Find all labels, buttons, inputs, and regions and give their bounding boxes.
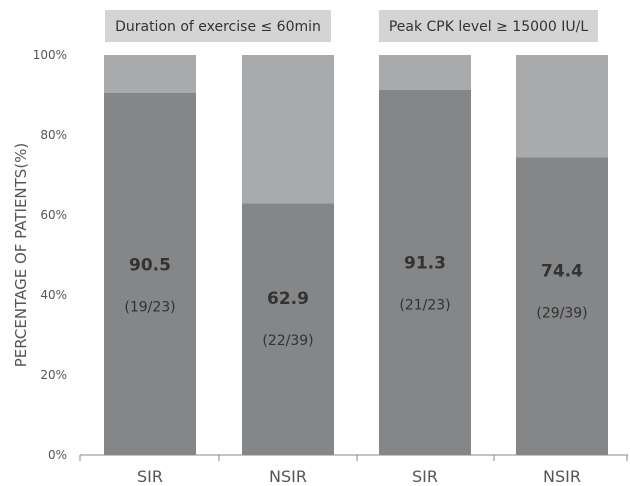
bar-remainder xyxy=(516,55,608,158)
x-tick-label: NSIR xyxy=(269,467,307,486)
bar xyxy=(242,203,334,455)
x-tick-label: SIR xyxy=(137,467,163,486)
x-axis: SIR NSIR SIR NSIR xyxy=(79,454,628,486)
fraction-label: (22/39) xyxy=(262,333,313,349)
bar-remainder xyxy=(104,55,196,93)
y-tick-label: 20% xyxy=(40,368,67,382)
data-label: 91.3 xyxy=(404,254,446,274)
group-title: Duration of exercise ≤ 60min xyxy=(115,19,321,35)
y-axis: PERCENTAGE OF PATIENTS(%) 0% 20% 40% 60% 80%… xyxy=(12,48,67,462)
bar xyxy=(379,89,471,456)
x-tick-label: NSIR xyxy=(543,467,581,486)
y-tick-label: 40% xyxy=(40,288,67,302)
bar xyxy=(516,157,608,455)
y-tick-label: 0% xyxy=(48,448,67,462)
bar-remainder xyxy=(379,55,471,90)
data-label: 90.5 xyxy=(129,255,171,275)
data-label: 74.4 xyxy=(541,261,583,281)
group-title: Peak CPK level ≥ 15000 IU/L xyxy=(389,19,589,35)
group-title-box xyxy=(105,10,331,42)
group-titles: Duration of exercise ≤ 60min Peak CPK lev… xyxy=(105,10,598,42)
fraction-label: (19/23) xyxy=(124,299,175,315)
bar-remainder xyxy=(242,55,334,204)
bar xyxy=(104,93,196,455)
data-label: 62.9 xyxy=(267,289,309,309)
y-tick-label: 80% xyxy=(40,128,67,142)
fraction-label: (21/23) xyxy=(399,298,450,314)
y-tick-label: 100% xyxy=(33,48,67,62)
y-axis-label: PERCENTAGE OF PATIENTS(%) xyxy=(12,143,30,368)
y-tick-label: 60% xyxy=(40,208,67,222)
bars: 90.5 (19/23) 62.9 (22/39) 91.3 (21/23) 74.4 (29… xyxy=(104,55,608,456)
fraction-label: (29/39) xyxy=(536,305,587,321)
group-title-box xyxy=(379,10,598,42)
x-tick-label: SIR xyxy=(412,467,438,486)
